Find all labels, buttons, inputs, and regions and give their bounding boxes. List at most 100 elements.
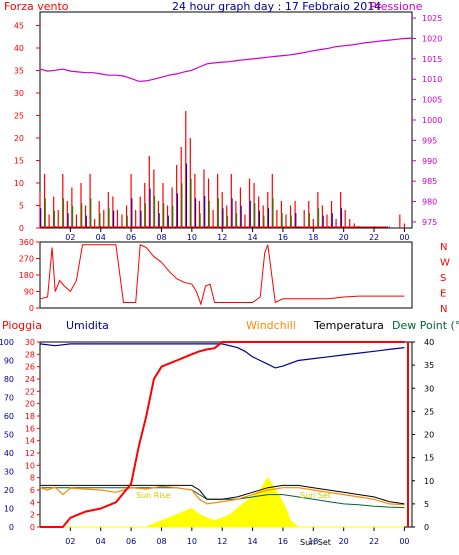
sun-set-bottom-annotation: Sun Set xyxy=(300,538,331,547)
x-tick-label: 18 xyxy=(308,537,318,546)
x-tick-label: 16 xyxy=(278,537,288,546)
x-tick-label: 02 xyxy=(65,537,75,546)
y-left-tick-label: 90 xyxy=(24,288,34,297)
y-left-tick-label: 270 xyxy=(19,255,34,264)
wind-pressure-panel: 0510152025303540459759809859909951000100… xyxy=(14,11,442,242)
x-tick-label: 00 xyxy=(399,537,409,546)
sun-area xyxy=(40,476,405,528)
rain-tick-label: 20 xyxy=(25,400,35,409)
x-tick-label: 06 xyxy=(126,233,136,242)
x-tick-label: 04 xyxy=(96,233,106,242)
temp-tick-label: 20 xyxy=(424,431,434,440)
y-right-tick-label: 975 xyxy=(422,218,437,227)
sun-rise-annotation: Sun Rise xyxy=(136,491,171,500)
temperature-line xyxy=(40,484,405,505)
y-left-tick-label: 180 xyxy=(19,271,34,280)
humidity-label: Umidita xyxy=(66,319,109,332)
temp-tick-label: 15 xyxy=(424,454,434,463)
y-left-tick-label: 30 xyxy=(14,89,24,98)
y-left-tick-label: 360 xyxy=(19,238,34,247)
rain-tick-label: 10 xyxy=(25,461,35,470)
rain-tick-label: 4 xyxy=(30,498,35,507)
y-left-tick-label: 40 xyxy=(14,44,24,53)
temp-tick-label: 5 xyxy=(424,500,429,509)
humidity-tick-label: 0 xyxy=(9,523,14,532)
sun-set-annotation: Sun Set xyxy=(300,491,331,500)
temp-tick-label: 10 xyxy=(424,477,434,486)
humidity-tick-label: 30 xyxy=(4,468,14,477)
rain-tick-label: 18 xyxy=(25,412,35,421)
rain-tick-label: 28 xyxy=(25,350,35,359)
rain-line xyxy=(40,341,405,528)
x-tick-label: 08 xyxy=(156,233,166,242)
humidity-tick-label: 10 xyxy=(4,505,14,514)
temp-tick-label: 40 xyxy=(424,338,434,347)
humidity-tick-label: 100 xyxy=(0,338,14,347)
x-tick-label: 00 xyxy=(399,233,409,242)
humidity-tick-label: 80 xyxy=(4,375,14,384)
x-tick-label: 14 xyxy=(247,233,257,242)
rain-tick-label: 6 xyxy=(30,486,35,495)
x-tick-label: 20 xyxy=(339,537,349,546)
y-left-tick-label: 15 xyxy=(14,157,24,166)
temperature-label: Temperatura xyxy=(313,319,384,332)
x-tick-label: 10 xyxy=(187,233,197,242)
y-right-tick-label: 1005 xyxy=(422,96,442,105)
y-right-tick-label: 1015 xyxy=(422,55,442,64)
rain-tick-label: 14 xyxy=(25,437,35,446)
x-tick-label: 08 xyxy=(156,537,166,546)
dewpoint-label: Dew Point (°C xyxy=(392,319,459,332)
x-tick-label: 12 xyxy=(217,233,227,242)
climate-panel: 0102030405060708090100024681012141618202… xyxy=(0,338,434,546)
y-left-tick-label: 0 xyxy=(19,224,24,233)
humidity-tick-label: 40 xyxy=(4,449,14,458)
humidity-tick-label: 60 xyxy=(4,412,14,421)
compass-label: N xyxy=(440,242,447,253)
rain-tick-label: 16 xyxy=(25,424,35,433)
y-left-tick-label: 0 xyxy=(29,304,34,313)
windchill-line xyxy=(39,485,405,506)
y-left-tick-label: 45 xyxy=(14,22,24,31)
x-tick-label: 22 xyxy=(369,233,379,242)
y-left-tick-label: 35 xyxy=(14,67,24,76)
x-tick-label: 02 xyxy=(65,233,75,242)
rain-tick-label: 26 xyxy=(25,363,35,372)
wind-strength-label: Forza vento xyxy=(4,0,69,13)
windchill-label: Windchill xyxy=(246,319,296,332)
pressure-label: Pressione xyxy=(370,0,423,13)
y-left-tick-label: 25 xyxy=(14,112,24,121)
x-tick-label: 22 xyxy=(369,537,379,546)
y-left-tick-label: 20 xyxy=(14,134,24,143)
y-right-tick-label: 990 xyxy=(422,157,437,166)
x-tick-label: 06 xyxy=(126,537,136,546)
rain-tick-label: 0 xyxy=(30,523,35,532)
x-tick-label: 20 xyxy=(339,233,349,242)
x-tick-label: 16 xyxy=(278,233,288,242)
rain-label: Pioggia xyxy=(2,319,42,332)
temp-tick-label: 35 xyxy=(424,361,434,370)
y-right-tick-label: 985 xyxy=(422,177,437,186)
rain-tick-label: 24 xyxy=(25,375,35,384)
rain-tick-label: 2 xyxy=(30,511,35,520)
y-right-tick-label: 995 xyxy=(422,136,437,145)
temp-tick-label: 0 xyxy=(424,523,429,532)
compass-label: E xyxy=(440,289,446,300)
compass-label: N xyxy=(440,304,447,315)
y-right-tick-label: 1000 xyxy=(422,116,442,125)
temp-tick-label: 25 xyxy=(424,407,434,416)
graph-title: 24 hour graph day : 17 Febbraio 2014 xyxy=(172,0,381,13)
y-right-tick-label: 980 xyxy=(422,198,437,207)
y-left-tick-label: 5 xyxy=(19,202,24,211)
y-right-tick-label: 1010 xyxy=(422,75,442,84)
humidity-line xyxy=(39,343,405,369)
rain-tick-label: 22 xyxy=(25,387,35,396)
direction-line xyxy=(39,244,405,307)
humidity-tick-label: 70 xyxy=(4,394,14,403)
rain-tick-label: 30 xyxy=(25,338,35,347)
y-right-tick-label: 1020 xyxy=(422,34,442,43)
temp-tick-label: 30 xyxy=(424,384,434,393)
x-tick-label: 04 xyxy=(96,537,106,546)
x-tick-label: 14 xyxy=(247,537,257,546)
